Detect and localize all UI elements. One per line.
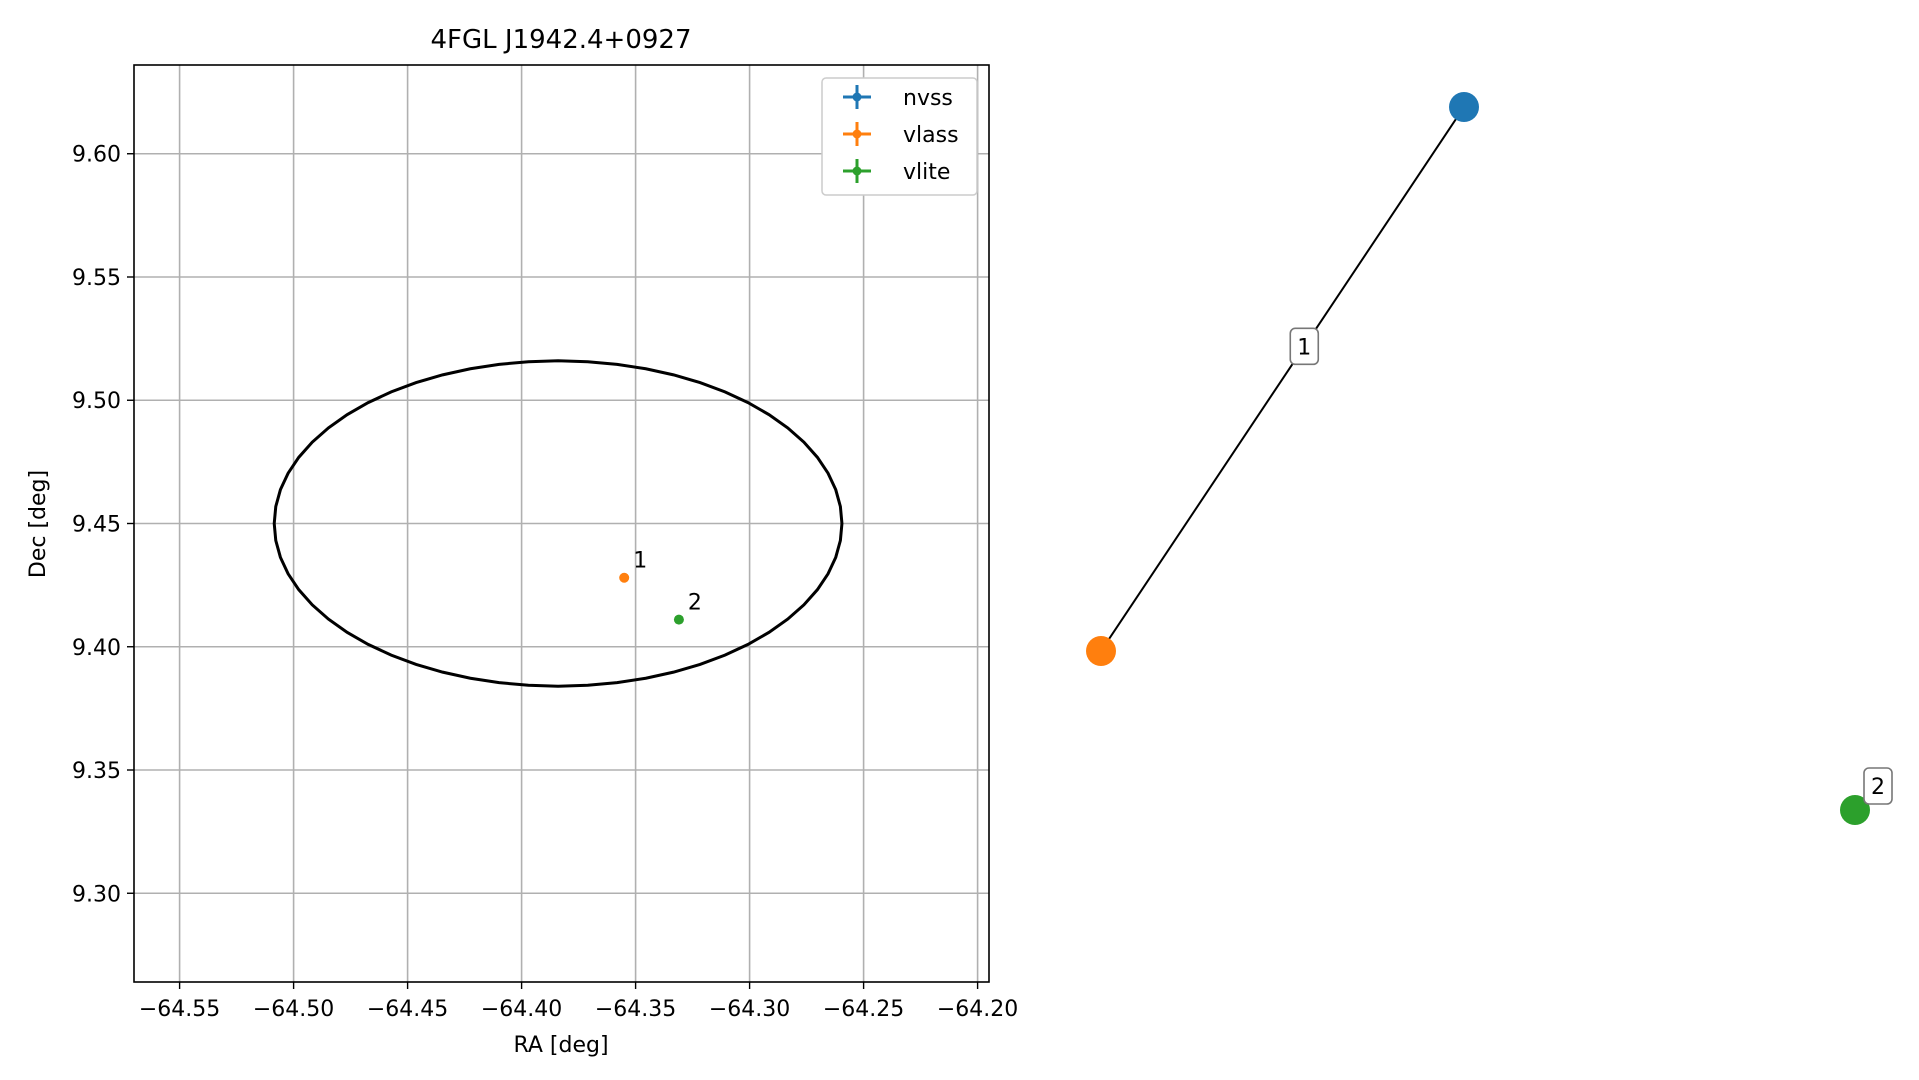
data-points: 12 [619, 549, 702, 625]
graph-node-vlite [1840, 795, 1870, 825]
edge-label: 1 [1289, 327, 1320, 366]
legend-entry-nvss: nvss [843, 85, 953, 111]
grid-lines [134, 65, 989, 982]
plot-frame [133, 64, 990, 983]
legend-box [821, 77, 978, 196]
network-graph: 12 [1086, 92, 1893, 825]
graph-edge [1100, 106, 1465, 652]
graph-label-box [1289, 327, 1320, 366]
data-point-vlite [673, 614, 684, 625]
legend-label: vlite [903, 160, 950, 185]
graph-node-nvss [1449, 92, 1479, 122]
legend-marker-dot [852, 129, 862, 139]
graph-node-vlass [1086, 636, 1116, 666]
chart-title: 4FGL J1942.4+0927 [431, 25, 692, 55]
graph-label-text: 2 [1871, 775, 1885, 800]
x-tick-label: −64.50 [253, 997, 334, 1022]
y-tick-label: 9.60 [72, 143, 121, 168]
legend-entry-vlass: vlass [843, 122, 959, 148]
point-annotation: 2 [688, 591, 702, 616]
legend-marker-dot [852, 92, 862, 102]
legend-label: vlass [903, 123, 959, 148]
point-annotation: 1 [633, 549, 647, 574]
legend: nvss vlass vlite [821, 77, 978, 196]
data-point-vlass [619, 572, 630, 583]
y-tick-label: 9.50 [72, 389, 121, 414]
graph-label-text: 1 [1297, 335, 1311, 360]
y-tick-label: 9.55 [72, 266, 121, 291]
x-tick-label: −64.25 [823, 997, 904, 1022]
y-axis-ticks: 9.30 9.35 9.40 9.45 9.50 9.55 9.60 [72, 143, 134, 907]
scatter-chart: −64.55 −64.50 −64.45 −64.40 −64.35 −64.30 −64.… [26, 25, 1018, 1058]
legend-marker-dot [852, 166, 862, 176]
graph-label-box [1863, 767, 1893, 805]
x-tick-label: −64.40 [481, 997, 562, 1022]
node-label: 2 [1863, 767, 1893, 805]
y-tick-label: 9.30 [72, 882, 121, 907]
y-tick-label: 9.35 [72, 759, 121, 784]
x-tick-label: −64.30 [709, 997, 790, 1022]
y-axis-label: Dec [deg] [26, 470, 51, 578]
x-axis-label: RA [deg] [513, 1033, 608, 1058]
x-tick-label: −64.55 [139, 997, 220, 1022]
x-axis-ticks: −64.55 −64.50 −64.45 −64.40 −64.35 −64.30 −64.… [139, 982, 1018, 1022]
x-tick-label: −64.45 [367, 997, 448, 1022]
y-tick-label: 9.45 [72, 513, 121, 538]
legend-label: nvss [903, 86, 953, 111]
x-tick-label: −64.20 [937, 997, 1018, 1022]
y-tick-label: 9.40 [72, 636, 121, 661]
error-ellipse [272, 359, 844, 688]
legend-entry-vlite: vlite [843, 159, 950, 185]
x-tick-label: −64.35 [595, 997, 676, 1022]
